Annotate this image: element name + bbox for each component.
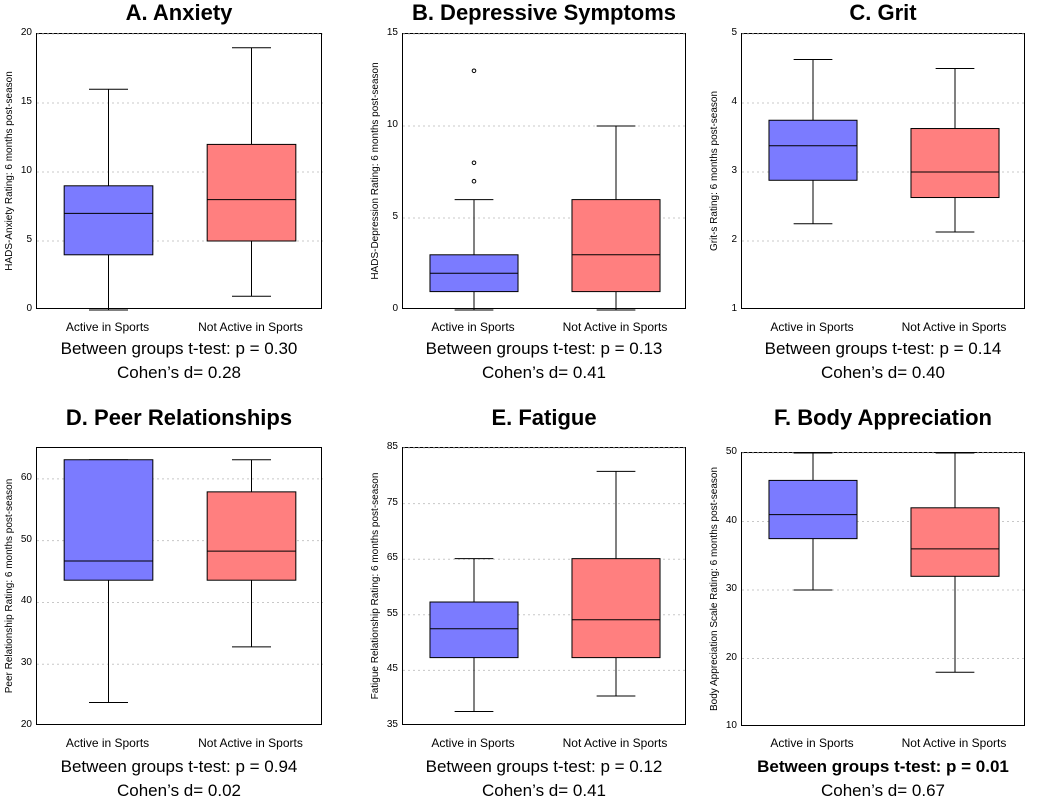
y-tick-label: 50 (725, 446, 737, 457)
x-category-not-active: Not Active in Sports (198, 736, 303, 750)
y-tick-label: 10 (20, 165, 32, 176)
active-outlier-point (471, 160, 477, 166)
y-tick-label: 5 (731, 27, 737, 38)
box-plot-svg (403, 447, 687, 713)
cohens-d: Cohen’s d= 0.67 (821, 781, 945, 800)
x-category-not-active: Not Active in Sports (562, 736, 668, 750)
y-tick-label: 65 (386, 552, 398, 564)
active-iqr-box (768, 119, 858, 181)
panel-title: D. Peer Relationships (65, 405, 293, 430)
x-category-active: Active in Sports (770, 736, 854, 750)
x-category-active: Active in Sports (65, 736, 150, 750)
box-plot-svg (403, 33, 687, 311)
t-test-result: Between groups t-test: p = 0.12 (425, 757, 663, 776)
not-active-iqr-box (910, 507, 1000, 577)
plot-area (741, 33, 1026, 309)
y-tick-label: 30 (20, 657, 32, 669)
box-plot-svg (37, 459, 323, 704)
y-tick-label: 2 (731, 234, 737, 245)
panel-title: A. Anxiety (125, 0, 233, 25)
not-active-iqr-box (910, 128, 1000, 199)
x-category-not-active: Not Active in Sports (901, 736, 1007, 750)
not-active-iqr-box (206, 143, 297, 242)
y-tick-label: 40 (725, 514, 737, 526)
not-active-iqr-box (571, 199, 661, 293)
y-tick-label: 30 (725, 583, 737, 594)
plot-area (36, 33, 323, 311)
y-tick-label: 0 (26, 303, 32, 314)
y-tick-label: 20 (725, 651, 737, 663)
active-iqr-box (429, 601, 519, 659)
plot-area (36, 447, 323, 725)
cohens-d: Cohen’s d= 0.28 (117, 363, 241, 382)
y-tick-label: 35 (386, 719, 398, 730)
not-active-iqr-box (571, 558, 661, 659)
active-iqr-box (63, 185, 154, 256)
plot-area (402, 33, 687, 311)
plot-area (402, 447, 687, 725)
box-plot-svg (742, 452, 1026, 673)
not-active-iqr-box (206, 491, 297, 581)
cohens-d: Cohen’s d= 0.41 (482, 363, 606, 382)
y-tick-label: 45 (386, 663, 398, 675)
t-test-result: Between groups t-test: p = 0.13 (425, 339, 663, 358)
x-category-active: Active in Sports (65, 320, 150, 334)
t-test-result: Between groups t-test: p = 0.30 (60, 339, 298, 358)
cohens-d: Cohen’s d= 0.02 (117, 781, 241, 800)
y-tick-label: 15 (20, 96, 32, 107)
y-tick-label: 60 (20, 471, 32, 483)
plot-area (741, 452, 1026, 726)
active-iqr-box (768, 479, 858, 540)
x-category-not-active: Not Active in Sports (901, 320, 1007, 334)
active-outlier-point (471, 68, 477, 74)
x-category-active: Active in Sports (770, 320, 854, 334)
y-tick-label: 0 (392, 303, 398, 314)
y-tick-label: 15 (386, 27, 398, 38)
panel-title: B. Depressive Symptoms (411, 0, 677, 25)
y-tick-label: 85 (386, 441, 398, 452)
y-tick-label: 4 (731, 96, 737, 107)
y-tick-label: 40 (20, 595, 32, 607)
y-tick-label: 10 (386, 119, 398, 130)
cohens-d: Cohen’s d= 0.41 (482, 781, 606, 800)
x-category-not-active: Not Active in Sports (562, 320, 668, 334)
x-category-not-active: Not Active in Sports (198, 320, 303, 334)
x-category-active: Active in Sports (431, 320, 515, 334)
active-iqr-box (63, 459, 154, 581)
y-tick-label: 50 (20, 533, 32, 545)
y-tick-label: 5 (26, 234, 32, 245)
y-tick-label: 75 (386, 496, 398, 508)
active-outlier-point (471, 178, 477, 184)
y-tick-label: 3 (731, 165, 737, 176)
y-tick-label: 20 (20, 719, 32, 730)
cohens-d: Cohen’s d= 0.40 (821, 363, 945, 382)
y-axis-label: HADS-Depression Rating: 6 months post-se… (370, 62, 381, 280)
y-tick-label: 55 (386, 607, 398, 619)
box-plot-svg (37, 33, 323, 311)
panel-title: C. Grit (849, 0, 917, 25)
t-test-result: Between groups t-test: p = 0.01 (757, 757, 1009, 776)
t-test-result: Between groups t-test: p = 0.14 (764, 339, 1002, 358)
t-test-result: Between groups t-test: p = 0.94 (60, 757, 298, 776)
y-tick-label: 5 (392, 211, 398, 222)
y-tick-label: 10 (725, 720, 737, 731)
panel-title: F. Body Appreciation (774, 405, 992, 430)
panel-title: E. Fatigue (491, 405, 597, 430)
y-tick-label: 1 (731, 303, 737, 314)
box-plot-svg (742, 33, 1026, 242)
y-tick-label: 20 (20, 27, 32, 38)
x-category-active: Active in Sports (431, 736, 515, 750)
